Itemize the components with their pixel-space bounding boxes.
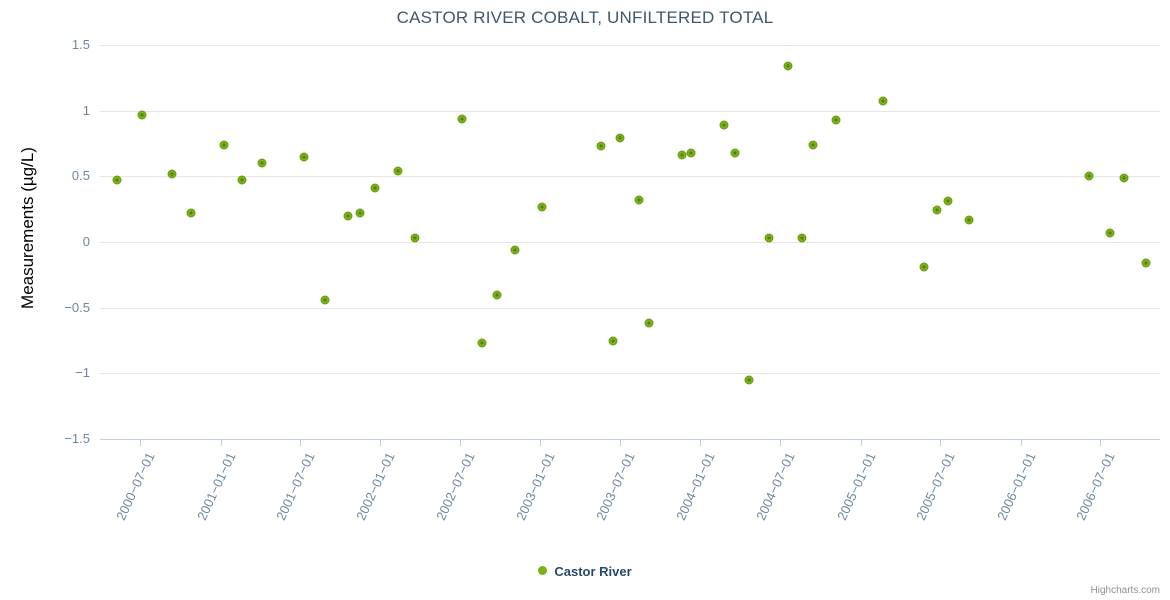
- x-axis-tick: [1099, 439, 1101, 446]
- data-point[interactable]: [320, 295, 330, 305]
- x-axis-tick: [940, 439, 942, 446]
- x-axis-tick: [220, 439, 222, 446]
- x-axis-tick: [1020, 439, 1022, 446]
- legend-item-label: Castor River: [554, 564, 632, 580]
- data-point[interactable]: [808, 140, 818, 150]
- data-point[interactable]: [878, 96, 888, 106]
- x-axis-label: 2001−01−01: [193, 450, 239, 523]
- x-axis-tick: [619, 439, 621, 446]
- data-point[interactable]: [137, 110, 147, 120]
- data-point[interactable]: [257, 158, 267, 168]
- data-point[interactable]: [112, 175, 122, 185]
- data-point[interactable]: [615, 133, 625, 143]
- gridline-y: [100, 439, 1160, 440]
- data-point[interactable]: [831, 115, 841, 125]
- y-axis-label: 1.5: [71, 37, 90, 52]
- gridline-y: [100, 373, 1160, 375]
- data-point[interactable]: [608, 336, 618, 345]
- data-point[interactable]: [964, 215, 974, 225]
- x-axis-tick: [380, 439, 382, 446]
- x-axis-label: 2006−07−01: [1073, 450, 1118, 523]
- x-axis-tick: [139, 439, 141, 446]
- x-axis-label: 2000−07−01: [113, 450, 158, 523]
- x-axis-label: 2003−01−01: [513, 450, 558, 523]
- data-point[interactable]: [477, 338, 487, 348]
- x-axis-label: 2003−07−01: [592, 450, 638, 523]
- x-axis-label: 2004−01−01: [673, 450, 718, 523]
- x-axis-label: 2001−07−01: [272, 450, 318, 523]
- x-axis-tick: [540, 439, 542, 446]
- chart-legend: Castor River: [0, 563, 1170, 579]
- y-axis-label: 1: [82, 102, 90, 118]
- plot-area: [100, 45, 1160, 440]
- data-point[interactable]: [644, 318, 654, 328]
- data-point[interactable]: [634, 195, 644, 205]
- data-point[interactable]: [677, 150, 687, 160]
- x-axis-tick: [700, 439, 702, 446]
- data-point[interactable]: [492, 290, 502, 300]
- y-axis-label: −1.5: [64, 431, 90, 446]
- data-point[interactable]: [1105, 228, 1115, 238]
- data-point[interactable]: [510, 245, 520, 255]
- data-point[interactable]: [355, 208, 365, 218]
- gridline-y: [100, 176, 1160, 178]
- data-point[interactable]: [932, 205, 942, 215]
- chart-title: CASTOR RIVER COBALT, UNFILTERED TOTAL: [396, 8, 774, 27]
- gridline-y: [100, 110, 1160, 112]
- x-axis-tick: [299, 439, 301, 446]
- x-axis-tick: [780, 439, 782, 446]
- data-point[interactable]: [943, 196, 953, 206]
- x-axis-tick: [860, 439, 862, 446]
- data-point[interactable]: [686, 148, 696, 158]
- data-point[interactable]: [537, 202, 547, 212]
- x-axis-tick: [459, 439, 461, 446]
- data-point[interactable]: [186, 208, 196, 218]
- data-point[interactable]: [1084, 171, 1094, 181]
- x-axis-label: 2005−01−01: [833, 450, 879, 523]
- credits-link[interactable]: Highcharts.com: [1090, 585, 1160, 596]
- data-point[interactable]: [764, 233, 774, 243]
- data-point[interactable]: [744, 375, 754, 385]
- data-point[interactable]: [393, 166, 403, 176]
- y-axis-label: −1: [75, 365, 90, 381]
- x-axis-label: 2004−07−01: [753, 450, 798, 523]
- data-point[interactable]: [299, 152, 309, 162]
- data-point[interactable]: [237, 175, 247, 185]
- data-point[interactable]: [730, 148, 740, 158]
- data-point[interactable]: [596, 141, 606, 151]
- y-axis-tick-labels: 1.5 1 0.5 0 −0.5 −1 −1.5: [30, 37, 90, 446]
- x-axis-label: 2006−01−01: [993, 450, 1039, 523]
- data-point[interactable]: [919, 262, 929, 272]
- y-axis-label: −0.5: [64, 299, 90, 315]
- data-point[interactable]: [1119, 173, 1129, 183]
- legend-item-castor-river[interactable]: Castor River: [538, 563, 632, 580]
- x-axis-label: 2005−07−01: [913, 450, 958, 523]
- gridline-y: [100, 307, 1160, 309]
- data-point[interactable]: [457, 114, 466, 124]
- data-point[interactable]: [343, 211, 353, 221]
- data-point[interactable]: [1141, 258, 1151, 268]
- legend-marker-icon: [538, 566, 548, 576]
- y-axis-label: 0.5: [71, 168, 90, 184]
- x-axis-tick-labels: 2000−07−01 2001−01−01 2001−07−01 2002−01−01…: [100, 450, 1160, 560]
- data-point[interactable]: [797, 233, 807, 243]
- data-point[interactable]: [219, 140, 229, 150]
- data-point[interactable]: [410, 233, 420, 243]
- x-axis-label: 2002−07−01: [432, 450, 478, 523]
- data-point[interactable]: [783, 61, 793, 71]
- gridline-y: [100, 242, 1160, 243]
- data-point[interactable]: [719, 120, 729, 130]
- x-axis-label: 2002−01−01: [353, 450, 399, 523]
- data-point[interactable]: [167, 169, 177, 179]
- data-point[interactable]: [370, 183, 380, 193]
- x-axis-ticks: [100, 439, 1160, 447]
- y-axis-label: 0: [82, 234, 90, 249]
- gridline-y: [100, 45, 1160, 46]
